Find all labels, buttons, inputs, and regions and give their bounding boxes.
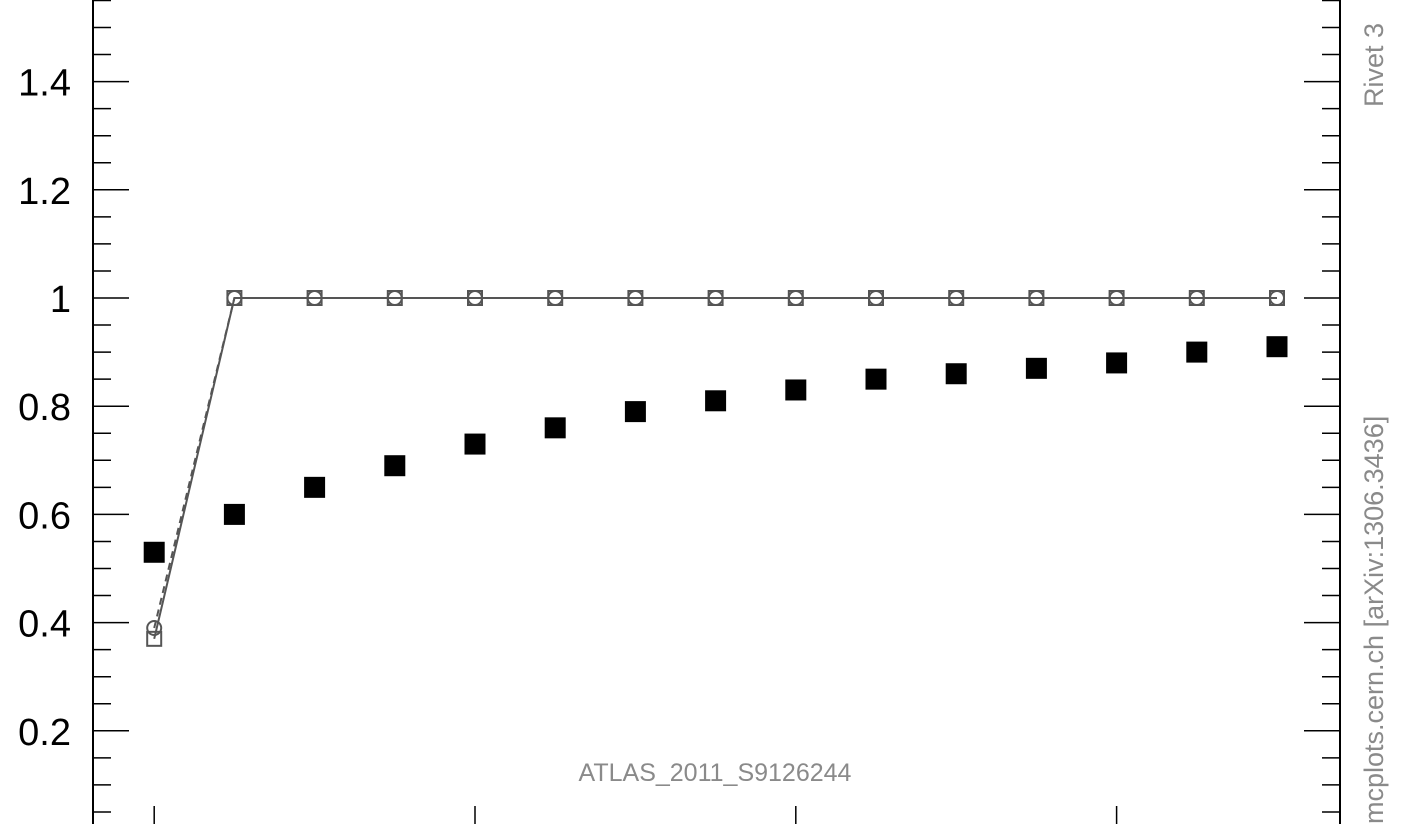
mc-circle-point bbox=[547, 290, 564, 306]
mc-circle-point bbox=[306, 290, 323, 306]
mc-circle-point bbox=[707, 290, 724, 306]
y-tick-label: 0.8 bbox=[18, 387, 71, 429]
mc-dashed-line bbox=[153, 297, 1277, 629]
mc-circle-point bbox=[787, 290, 804, 306]
data-point bbox=[624, 401, 646, 423]
data-point bbox=[785, 379, 807, 401]
mc-circle-point bbox=[1269, 290, 1285, 306]
mc-circle-point bbox=[386, 290, 403, 306]
plot-frame bbox=[92, 0, 1341, 824]
mc-circle-point bbox=[627, 290, 644, 306]
x-axis-ticks bbox=[153, 806, 1118, 824]
data-point bbox=[384, 455, 406, 477]
mc-circle-point bbox=[868, 290, 884, 306]
data-point bbox=[1186, 341, 1208, 363]
data-point bbox=[304, 476, 326, 498]
data-point bbox=[464, 433, 486, 455]
y-tick-label: 0.2 bbox=[18, 712, 71, 754]
data-point bbox=[544, 417, 566, 439]
data-point bbox=[705, 390, 727, 412]
series-layer bbox=[143, 290, 1288, 647]
source-text: mcplots.cern.ch [arXiv:1306.3436] bbox=[1359, 416, 1389, 824]
data-point bbox=[143, 541, 165, 563]
mc-circle-point bbox=[1028, 290, 1045, 306]
rivet-version-text: Rivet 3 bbox=[1359, 23, 1389, 107]
data-point bbox=[1106, 352, 1128, 374]
y-axis-ticks: 0.2 0.4 0.6 0.8 1 1.2 1.4 bbox=[18, 0, 1340, 813]
data-point bbox=[223, 503, 245, 525]
data-point bbox=[1025, 357, 1047, 379]
analysis-annotation: ATLAS_2011_S9126244 bbox=[579, 759, 852, 787]
y-tick-label: 0.6 bbox=[18, 495, 71, 537]
y-tick-label: 1.2 bbox=[18, 171, 71, 213]
data-point bbox=[1266, 336, 1288, 358]
mc-circle-point bbox=[948, 290, 965, 306]
mc-circle-point bbox=[1108, 290, 1125, 306]
mc-circle-point bbox=[226, 290, 243, 306]
mc-circle-point bbox=[467, 290, 483, 306]
data-point bbox=[865, 368, 887, 390]
y-tick-label: 0.4 bbox=[18, 604, 71, 646]
data-point bbox=[945, 363, 967, 385]
mc-circle-point bbox=[146, 620, 163, 637]
y-tick-label: 1.4 bbox=[18, 63, 71, 105]
mc-square-point bbox=[146, 630, 163, 647]
mc-circle-point bbox=[1188, 290, 1205, 306]
mc-solid-line bbox=[153, 297, 1277, 640]
y-tick-label: 1 bbox=[50, 279, 71, 321]
